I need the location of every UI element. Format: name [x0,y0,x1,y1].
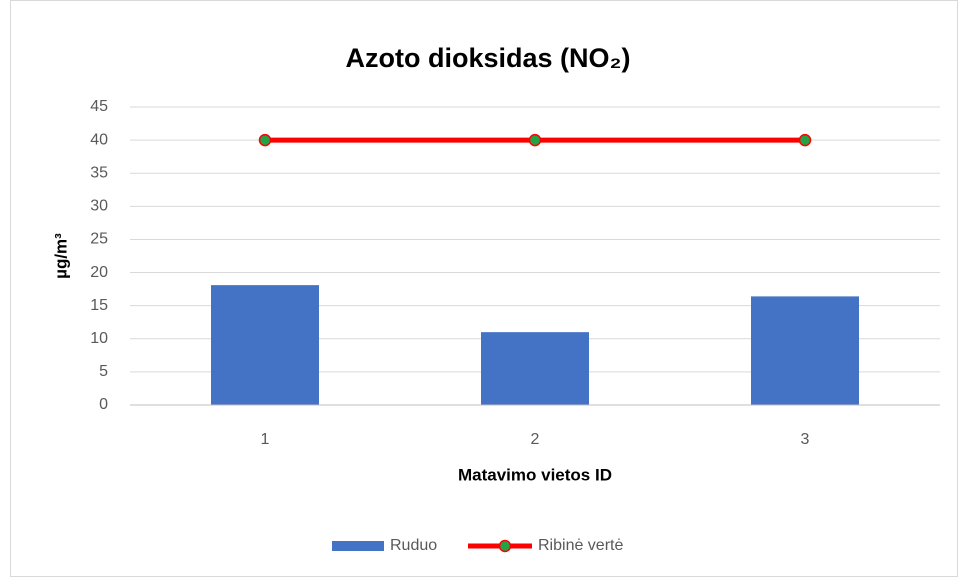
x-tick-label: 2 [531,431,540,448]
y-tick-label: 25 [90,231,108,248]
x-tick-label: 3 [801,431,810,448]
legend-label: Ribinė vertė [538,537,623,554]
chart-title: Azoto dioksidas (NO₂) [345,43,630,73]
y-tick-label: 35 [90,164,108,181]
y-tick-label: 15 [90,297,108,314]
chart-border [10,0,958,577]
legend-marker [498,539,512,553]
y-tick-label: 20 [90,264,108,281]
y-axis-label: µg/m³ [51,233,70,279]
x-tick-label: 1 [261,431,270,448]
line-marker [798,133,812,147]
y-tick-label: 45 [90,98,108,115]
y-tick-label: 0 [99,396,108,413]
y-tick-label: 5 [99,363,108,380]
legend-swatch [332,541,384,551]
bar [751,296,859,405]
line-marker [258,133,272,147]
bar [481,332,589,405]
bar [211,285,319,405]
legend-label: Ruduo [390,537,437,554]
y-tick-label: 10 [90,330,108,347]
y-tick-label: 40 [90,131,108,148]
y-tick-label: 30 [90,198,108,215]
x-axis-label: Matavimo vietos ID [458,465,612,484]
line-marker [528,133,542,147]
